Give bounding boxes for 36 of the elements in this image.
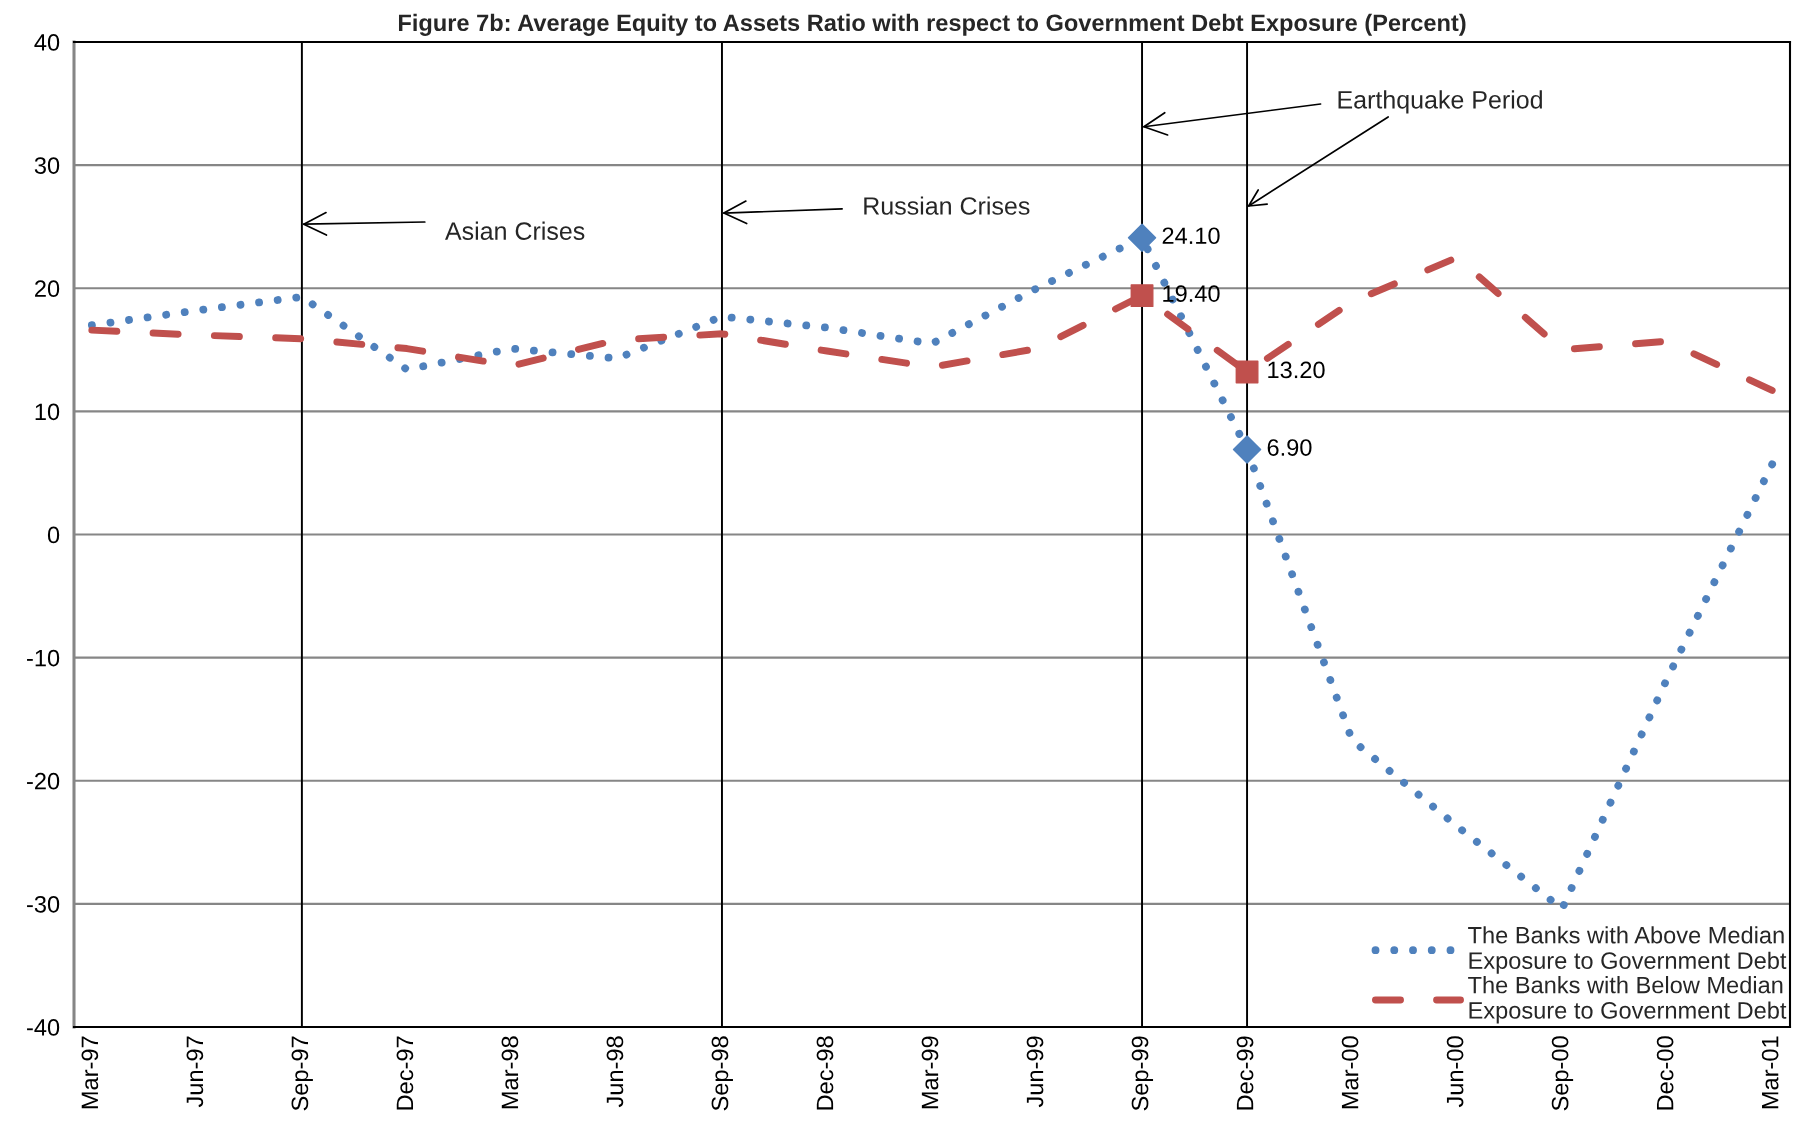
annotation: Russian Crises	[864, 196, 1030, 215]
annotation: Asian Crises	[445, 221, 585, 240]
y-tick-label: 0	[47, 526, 60, 544]
legend-label: The Banks with Below Median Exposure to Government Debt	[1468, 976, 1787, 1024]
x-tick-label: Sep-99	[1131, 1036, 1154, 1111]
x-tick-label: Mar-01	[1761, 1036, 1779, 1109]
y-tick-label: 30	[34, 157, 60, 174]
x-tick-label: Sep-97	[291, 1036, 313, 1111]
data-label: 13.20	[1268, 361, 1325, 379]
legend-label: The Banks with Above Median Exposure to Government Debt	[1468, 926, 1787, 974]
y-tick-label: 40	[34, 34, 60, 51]
y-tick-label: 10	[35, 403, 60, 421]
x-tick-label: Jun-00	[1446, 1036, 1464, 1108]
y-tick-label: 20	[35, 280, 60, 298]
data-label: 19.40	[1163, 285, 1220, 302]
y-tick-label: -40	[27, 1019, 60, 1036]
data-label: 24.10	[1162, 227, 1220, 245]
x-tick-label: Jun-98	[606, 1036, 624, 1108]
x-tick-label: Sep-00	[1551, 1036, 1574, 1111]
data-label: 6.90	[1267, 439, 1312, 456]
y-tick-label: -30	[27, 895, 60, 913]
annotation: Earthquake Period	[1338, 90, 1542, 114]
x-tick-label: Mar-98	[501, 1036, 519, 1109]
x-tick-label: Jun-99	[1026, 1036, 1044, 1108]
y-tick-label: -10	[27, 649, 60, 667]
x-tick-label: Mar-97	[81, 1036, 99, 1109]
x-tick-label: Mar-00	[1341, 1036, 1359, 1109]
x-tick-label: Mar-99	[921, 1036, 939, 1109]
y-tick-label: -20	[27, 772, 60, 790]
x-tick-label: Jun-97	[186, 1036, 204, 1108]
x-tick-label: Dec-97	[396, 1036, 414, 1110]
x-tick-label: Dec-98	[816, 1036, 834, 1110]
x-tick-label: Sep-98	[711, 1036, 733, 1111]
chart-title: Figure 7b: Average Equity to Assets Ratio with respect to Government Debt Exposure (Percent)	[398, 13, 1466, 36]
x-tick-label: Dec-00	[1656, 1036, 1674, 1110]
x-tick-label: Dec-99	[1236, 1036, 1254, 1110]
